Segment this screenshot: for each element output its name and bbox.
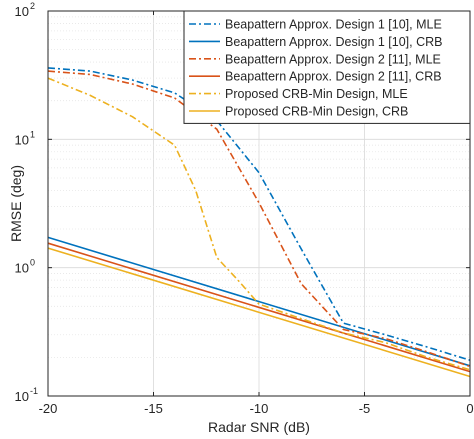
series-line-5 [47, 77, 471, 371]
x-tick-label: 0 [466, 401, 473, 416]
y-tick-label: 10 [15, 132, 29, 147]
x-tick-label: -5 [359, 401, 371, 416]
x-tick-label: -10 [250, 401, 269, 416]
legend-entry: Beapattern Approx. Design 2 [11], MLE [225, 52, 441, 66]
series-lines [47, 67, 471, 378]
series-line-6 [47, 247, 471, 378]
y-tick-exponent: 2 [30, 1, 35, 11]
y-tick-label: 10 [15, 261, 29, 276]
legend-entry: Proposed CRB-Min Design, CRB [225, 105, 408, 119]
legend-entry: Beapattern Approx. Design 1 [10], CRB [225, 35, 443, 49]
y-axis-label: RMSE (deg) [8, 165, 24, 242]
x-tick-label: -15 [144, 401, 163, 416]
y-tick-exponent: 1 [30, 129, 35, 139]
series-line-1 [47, 67, 471, 361]
legend-box [183, 10, 471, 124]
x-tick-label: -20 [39, 401, 58, 416]
x-axis-label: Radar SNR (dB) [208, 419, 310, 435]
series-line-4 [47, 242, 471, 373]
legend-entry: Proposed CRB-Min Design, MLE [225, 87, 408, 101]
y-tick-exponent: -1 [30, 386, 38, 396]
series-line-3 [47, 70, 471, 368]
y-tick-label: 10 [15, 389, 29, 404]
y-tick-label: 10 [15, 4, 29, 19]
legend-entry: Beapattern Approx. Design 2 [11], CRB [225, 70, 442, 84]
legend-entry: Beapattern Approx. Design 1 [10], MLE [225, 18, 442, 32]
series-line-2 [47, 236, 471, 367]
y-tick-exponent: 0 [30, 258, 35, 268]
legend: Beapattern Approx. Design 1 [10], MLE Bea… [183, 10, 471, 124]
